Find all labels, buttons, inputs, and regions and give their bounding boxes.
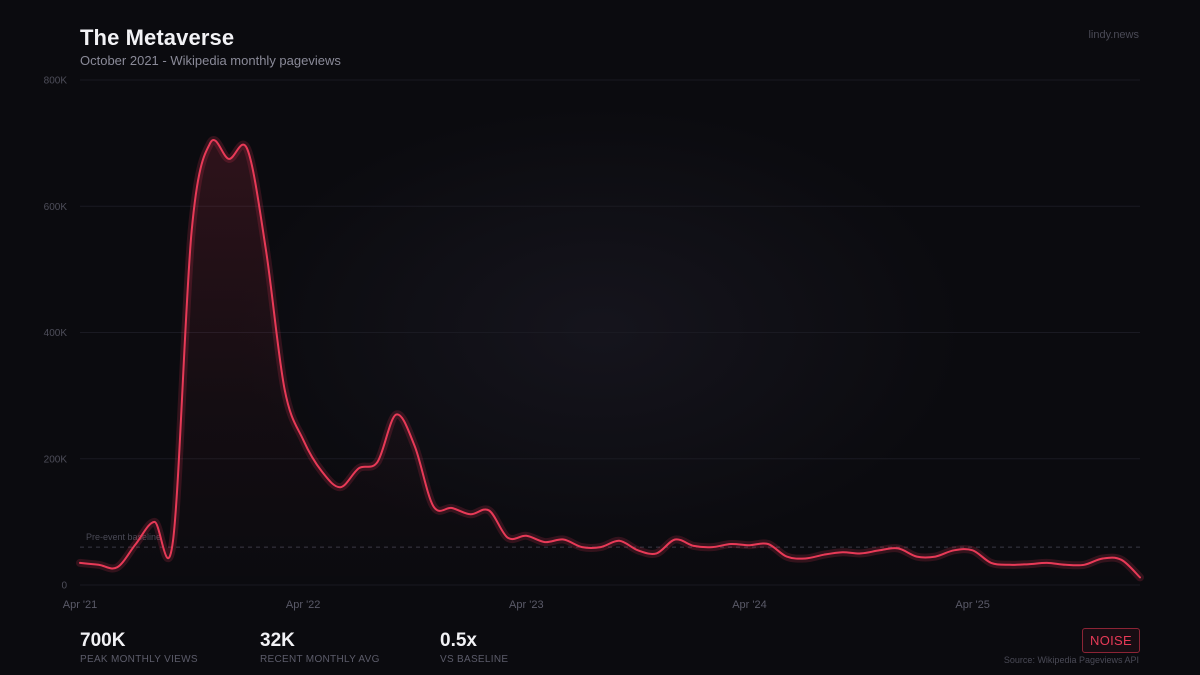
data-point <box>710 545 714 549</box>
series-area <box>80 139 1140 585</box>
data-point <box>338 485 342 489</box>
stat-recent: 32K RECENT MONTHLY AVG <box>260 630 380 665</box>
data-point <box>1138 575 1142 579</box>
y-tick-label: 800K <box>44 76 68 87</box>
data-point <box>1119 558 1123 562</box>
data-point <box>562 538 566 542</box>
data-point <box>78 561 82 565</box>
data-point <box>227 157 231 161</box>
y-axis-ticks: 0 200K 400K 600K 800K <box>44 76 68 592</box>
stat-baseline-label: VS BASELINE <box>440 654 509 665</box>
x-tick-label: Apr '21 <box>63 599 98 611</box>
data-point <box>469 512 473 516</box>
data-point <box>524 534 528 538</box>
data-point <box>692 544 696 548</box>
data-point <box>190 230 194 234</box>
y-tick-label: 0 <box>61 581 67 592</box>
data-point <box>1101 557 1105 561</box>
data-point <box>599 545 603 549</box>
data-point <box>171 539 175 543</box>
data-point <box>301 438 305 442</box>
source-note: Source: Wikipedia Pageviews API <box>1003 655 1139 665</box>
data-point <box>1045 561 1049 565</box>
data-point <box>933 555 937 559</box>
x-axis-ticks: Apr '21 Apr '22 Apr '23 Apr '24 Apr '25 <box>63 599 990 611</box>
data-point <box>431 504 435 508</box>
x-tick-label: Apr '22 <box>286 599 321 611</box>
data-point <box>617 539 621 543</box>
data-point <box>989 561 993 565</box>
data-point <box>580 545 584 549</box>
data-point <box>320 469 324 473</box>
data-point <box>822 553 826 557</box>
data-point <box>264 248 268 252</box>
data-point <box>543 540 547 544</box>
data-point <box>134 542 138 546</box>
baseline-label: Pre-event baseline <box>86 532 161 542</box>
series-line <box>79 139 1141 579</box>
data-point <box>450 506 454 510</box>
data-point <box>803 557 807 561</box>
data-point <box>1064 563 1068 567</box>
y-tick-label: 200K <box>44 454 68 465</box>
stat-peak-value: 700K <box>80 630 126 651</box>
chart-title: The Metaverse <box>80 25 235 50</box>
data-point <box>673 538 677 542</box>
noise-badge: NOISE <box>1082 628 1140 653</box>
data-point <box>748 543 752 547</box>
data-point <box>506 536 510 540</box>
stat-peak-label: PEAK MONTHLY VIEWS <box>80 654 198 665</box>
data-point <box>896 546 900 550</box>
stat-baseline-value: 0.5x <box>440 630 477 651</box>
data-point <box>1026 562 1030 566</box>
data-point <box>413 444 417 448</box>
data-point <box>952 548 956 552</box>
data-point <box>376 460 380 464</box>
data-point <box>394 413 398 417</box>
data-point <box>841 550 845 554</box>
y-tick-label: 600K <box>44 202 68 213</box>
data-point <box>1082 563 1086 567</box>
data-point <box>859 551 863 555</box>
chart-subtitle: October 2021 - Wikipedia monthly pagevie… <box>80 53 341 68</box>
data-point <box>655 551 659 555</box>
x-tick-label: Apr '23 <box>509 599 544 611</box>
stat-baseline: 0.5x VS BASELINE <box>440 630 508 665</box>
x-tick-label: Apr '25 <box>955 599 990 611</box>
data-point <box>97 563 101 567</box>
data-point <box>785 555 789 559</box>
data-point <box>208 141 212 145</box>
data-point <box>766 542 770 546</box>
stat-recent-label: RECENT MONTHLY AVG <box>260 654 380 665</box>
data-point <box>1008 563 1012 567</box>
data-point <box>357 466 361 470</box>
data-point <box>878 548 882 552</box>
x-tick-label: Apr '24 <box>732 599 767 611</box>
stat-peak: 700K PEAK MONTHLY VIEWS <box>80 630 198 665</box>
data-point <box>729 542 733 546</box>
data-point <box>283 387 287 391</box>
data-point <box>115 565 119 569</box>
data-point <box>971 548 975 552</box>
brand-link[interactable]: lindy.news <box>1088 29 1139 41</box>
data-point <box>152 520 156 524</box>
data-point <box>915 555 919 559</box>
data-point <box>487 509 491 513</box>
data-point <box>636 548 640 552</box>
data-point <box>245 147 249 151</box>
y-tick-label: 400K <box>44 328 68 339</box>
stat-recent-value: 32K <box>260 630 295 651</box>
